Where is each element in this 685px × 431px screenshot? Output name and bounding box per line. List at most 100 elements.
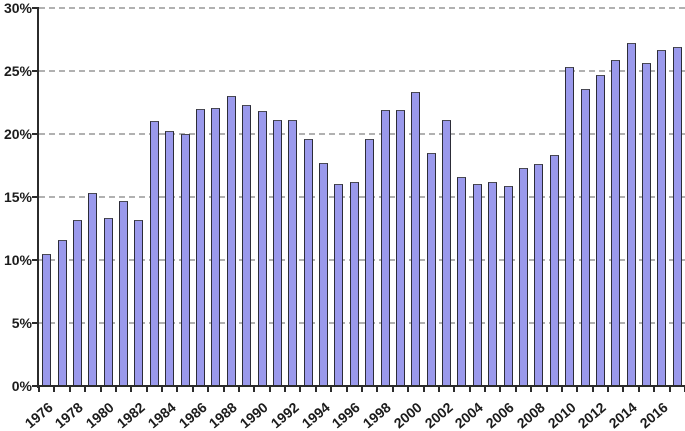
x-tick: [84, 387, 87, 392]
bar-2009: [549, 155, 559, 386]
bar-2006: [503, 185, 513, 386]
bar-1999: [395, 110, 405, 386]
bar-1988: [226, 96, 236, 386]
x-tick: [207, 387, 210, 392]
x-tick: [237, 387, 240, 392]
x-tick: [591, 387, 594, 392]
y-axis-label-15pct: 15%: [3, 189, 32, 205]
bar-2015: [642, 63, 652, 386]
gridline-5pct: [39, 322, 685, 324]
x-tick: [453, 387, 456, 392]
gridline-15pct: [39, 196, 685, 198]
x-tick: [607, 387, 610, 392]
bar-1979: [88, 193, 98, 386]
x-tick: [99, 387, 102, 392]
bar-1981: [119, 200, 129, 386]
x-tick: [145, 387, 148, 392]
y-axis-label-25pct: 25%: [3, 63, 32, 79]
x-tick: [468, 387, 471, 392]
y-axis-label-0pct: 0%: [11, 378, 32, 394]
bar-2011: [580, 88, 590, 386]
x-tick: [114, 387, 117, 392]
y-tick-5pct: [32, 322, 39, 324]
bar-1993: [303, 139, 313, 386]
bar-1995: [334, 184, 344, 386]
bar-2004: [472, 184, 482, 386]
bar-1986: [196, 108, 205, 386]
x-tick: [514, 387, 517, 392]
bar-1977: [57, 239, 67, 386]
x-tick: [284, 387, 287, 392]
x-tick: [484, 387, 487, 392]
x-tick: [68, 387, 71, 392]
x-tick: [545, 387, 548, 392]
bar-2017: [672, 47, 682, 386]
bar-1976: [42, 253, 52, 386]
gridline-20pct: [39, 133, 685, 135]
x-tick: [314, 387, 317, 392]
y-axis-label-5pct: 5%: [11, 315, 32, 331]
bar-2016: [657, 49, 667, 386]
x-tick: [191, 387, 194, 392]
gridline-25pct: [39, 70, 685, 72]
x-tick: [530, 387, 533, 392]
x-tick: [253, 387, 256, 392]
x-tick: [299, 387, 302, 392]
bar-2002: [442, 120, 452, 386]
gridline-10pct: [39, 259, 685, 261]
bar-2003: [457, 176, 467, 386]
x-tick: [407, 387, 410, 392]
bar-1994: [319, 162, 329, 386]
bar-1991: [272, 120, 282, 386]
y-tick-25pct: [32, 70, 39, 72]
y-axis-label-30pct: 30%: [3, 0, 32, 16]
bar-1996: [349, 181, 359, 386]
y-tick-30pct: [32, 7, 39, 9]
bar-1980: [103, 218, 113, 386]
bar-1987: [211, 107, 221, 386]
x-tick: [376, 387, 379, 392]
x-tick: [53, 387, 56, 392]
bar-2013: [611, 59, 621, 386]
x-tick: [622, 387, 625, 392]
bar-1984: [165, 131, 175, 386]
bar-2007: [519, 168, 528, 386]
x-tick: [653, 387, 656, 392]
x-tick: [130, 387, 133, 392]
y-axis-label-20pct: 20%: [3, 126, 32, 142]
bar-2000: [411, 92, 421, 386]
x-tick: [668, 387, 671, 392]
bar-1978: [72, 219, 82, 386]
y-axis-label-10pct: 10%: [3, 252, 32, 268]
x-tick: [361, 387, 363, 392]
bar-1990: [257, 111, 267, 386]
bar-1982: [134, 219, 144, 386]
x-tick: [161, 387, 164, 392]
bar-1989: [242, 105, 252, 386]
bar-1983: [149, 121, 159, 386]
y-tick-20pct: [32, 133, 39, 135]
x-tick: [422, 387, 425, 392]
bar-2012: [595, 74, 605, 386]
x-tick: [499, 387, 502, 392]
x-tick: [437, 387, 440, 392]
x-tick: [345, 387, 348, 392]
x-tick: [268, 387, 271, 392]
bar-1998: [380, 110, 390, 386]
y-tick-15pct: [32, 196, 39, 198]
bar-2014: [626, 43, 636, 386]
x-tick: [637, 387, 640, 392]
bar-1992: [288, 120, 298, 386]
x-tick: [391, 387, 394, 392]
bar-2005: [488, 181, 498, 386]
y-axis-line: [37, 8, 39, 388]
y-tick-10pct: [32, 259, 39, 261]
bar-2008: [534, 164, 544, 386]
bar-2010: [565, 67, 575, 386]
x-tick: [576, 387, 579, 392]
x-tick: [560, 387, 563, 392]
x-tick: [330, 387, 333, 392]
bar-2001: [426, 152, 436, 386]
bar-1997: [365, 139, 375, 386]
